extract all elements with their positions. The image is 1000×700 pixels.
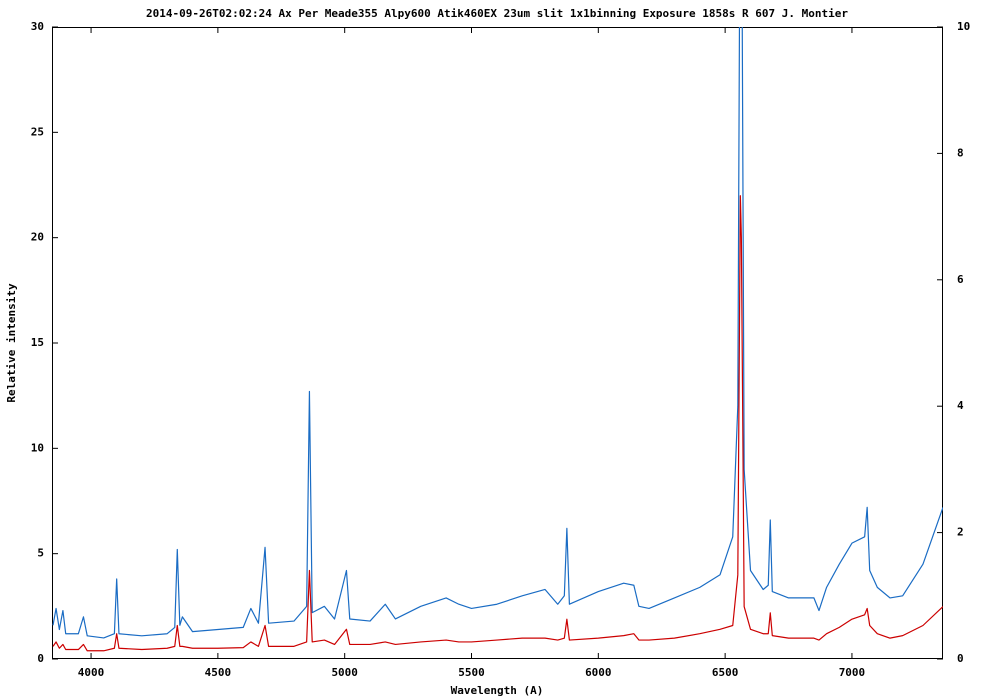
chart-title: 2014-09-26T02:02:24 Ax Per Meade355 Alpy… (146, 7, 848, 20)
x-tick-label: 5000 (331, 666, 358, 679)
x-tick-label: 6500 (712, 666, 739, 679)
y-tick-label: 0 (37, 652, 44, 665)
y-tick-label: 10 (31, 441, 44, 454)
y-tick-label: 30 (31, 20, 44, 33)
x-tick-label: 4500 (205, 666, 232, 679)
x-tick-label: 7000 (839, 666, 866, 679)
spectrum-line (52, 195, 943, 652)
y-tick-label: 5 (37, 547, 44, 560)
y-tick-label: 15 (31, 336, 44, 349)
y2-tick-label: 2 (957, 526, 964, 539)
plot-area (52, 27, 943, 652)
x-tick-label: 5500 (458, 666, 485, 679)
y2-tick-label: 4 (957, 399, 964, 412)
x-tick-label: 4000 (78, 666, 105, 679)
y2-tick-label: 10 (957, 20, 970, 33)
y2-tick-label: 6 (957, 273, 964, 286)
y2-tick-label: 8 (957, 146, 964, 159)
x-axis-label: Wavelength (A) (451, 684, 544, 697)
y-axis-label: Relative intensity (5, 283, 18, 403)
y-tick-label: 20 (31, 231, 44, 244)
spectrum-line (52, 27, 943, 639)
x-tick-label: 6000 (585, 666, 612, 679)
y-tick-label: 25 (31, 125, 44, 138)
y2-tick-label: 0 (957, 652, 964, 665)
plot-frame (52, 27, 943, 659)
